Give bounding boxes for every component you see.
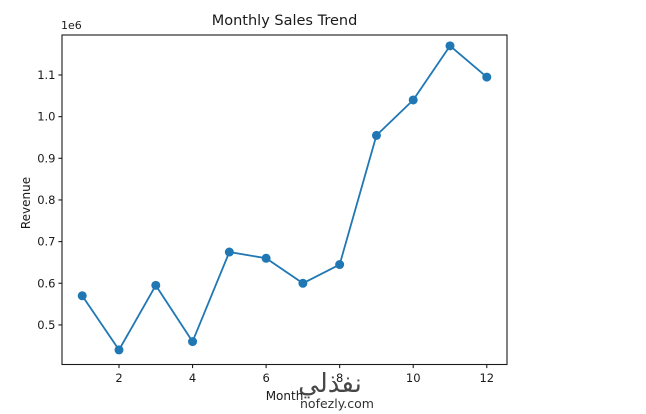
data-point-marker: [224, 247, 234, 257]
y-tick-label: 0.9: [37, 151, 55, 165]
chart-title: Monthly Sales Trend: [212, 13, 358, 29]
y-axis-offset-label: 1e6: [61, 19, 82, 32]
x-tick-label: 8: [336, 371, 343, 385]
data-point-marker: [114, 345, 124, 355]
x-tick-label: 10: [406, 371, 421, 385]
data-point-marker: [335, 260, 345, 270]
data-point-marker: [151, 280, 161, 290]
y-tick-label: 0.5: [37, 318, 55, 332]
x-tick-label: 12: [479, 371, 494, 385]
data-point-marker: [371, 130, 381, 140]
plot-spines: [61, 34, 508, 366]
watermark-domain-text: nofezly.com: [300, 396, 374, 411]
data-point-marker: [482, 72, 492, 82]
y-tick-label: 0.8: [37, 193, 55, 207]
data-point-marker: [445, 41, 455, 51]
x-tick-label: 4: [189, 371, 196, 385]
y-axis-label: Revenue: [19, 177, 33, 229]
data-point-marker: [298, 278, 308, 288]
trend-line: [81, 44, 488, 351]
axes-group: 2 4 6 8 10 12 0.5 0.6 0.7 0.8 0.9 1.0 1.1: [37, 34, 508, 385]
y-tick-label: 1.0: [37, 110, 55, 124]
watermark-arabic-text: نفذلي: [298, 369, 362, 399]
series-group: [77, 41, 492, 355]
data-point-marker: [261, 253, 271, 263]
x-tick-label: 6: [262, 371, 269, 385]
y-tick-label: 0.6: [37, 276, 55, 290]
data-point-marker: [408, 95, 418, 105]
x-axis-label: Month: [266, 389, 304, 403]
x-tick-label: 2: [115, 371, 122, 385]
data-point-marker: [188, 337, 198, 347]
data-point-marker: [77, 291, 87, 301]
y-tick-label: 0.7: [37, 235, 55, 249]
y-tick-label: 1.1: [37, 68, 55, 82]
